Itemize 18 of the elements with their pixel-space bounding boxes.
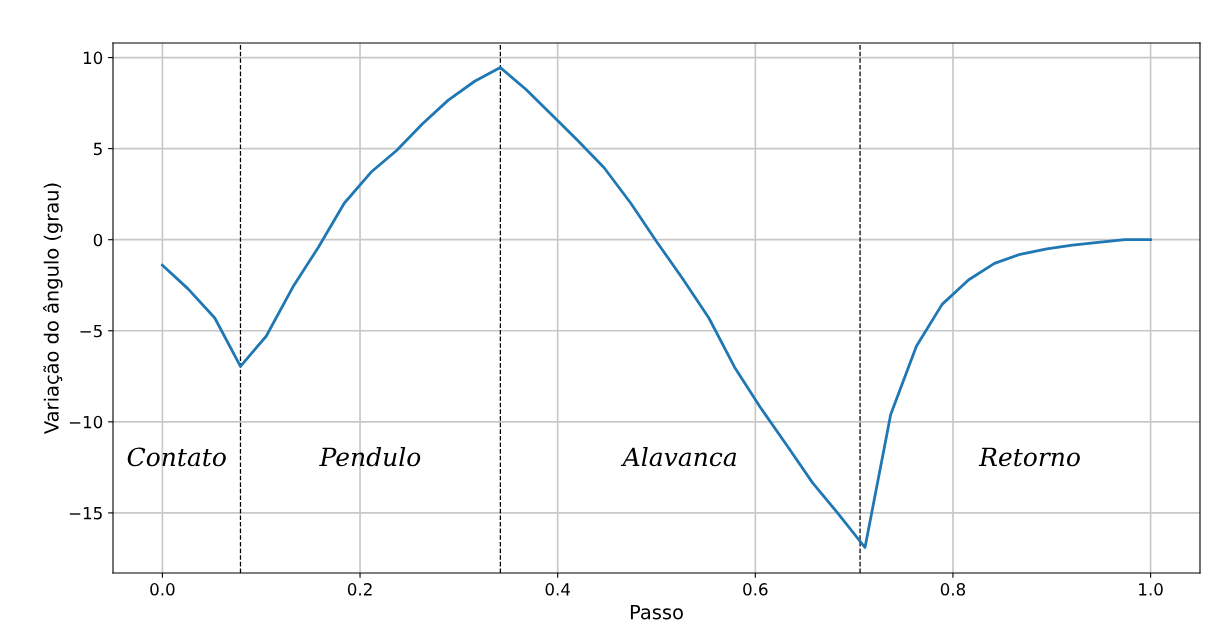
y-tick-label: −10	[69, 415, 103, 429]
y-tick-label: 10	[83, 51, 103, 65]
x-tick-label: 0.6	[743, 583, 768, 596]
x-tick-label: 0.0	[150, 583, 175, 596]
x-tick-label: 0.4	[545, 583, 570, 596]
annotation: Retorno	[978, 447, 1080, 467]
annotation: Contato	[127, 447, 226, 467]
annotation: Pendulo	[319, 446, 421, 467]
y-tick-label: −15	[69, 507, 102, 520]
y-axis-title: Variação do ângulo (grau)	[42, 183, 63, 434]
y-tick-label: 0	[93, 233, 103, 247]
annotation: Alavanca	[620, 446, 737, 467]
y-tick-label: 5	[93, 142, 102, 156]
y-tick-label: −5	[80, 324, 102, 338]
x-tick-label: 0.2	[347, 583, 372, 596]
x-tick-label: 1.0	[1139, 583, 1163, 596]
x-axis-title: Passo	[630, 605, 683, 620]
x-tick-label: 0.8	[940, 583, 966, 596]
